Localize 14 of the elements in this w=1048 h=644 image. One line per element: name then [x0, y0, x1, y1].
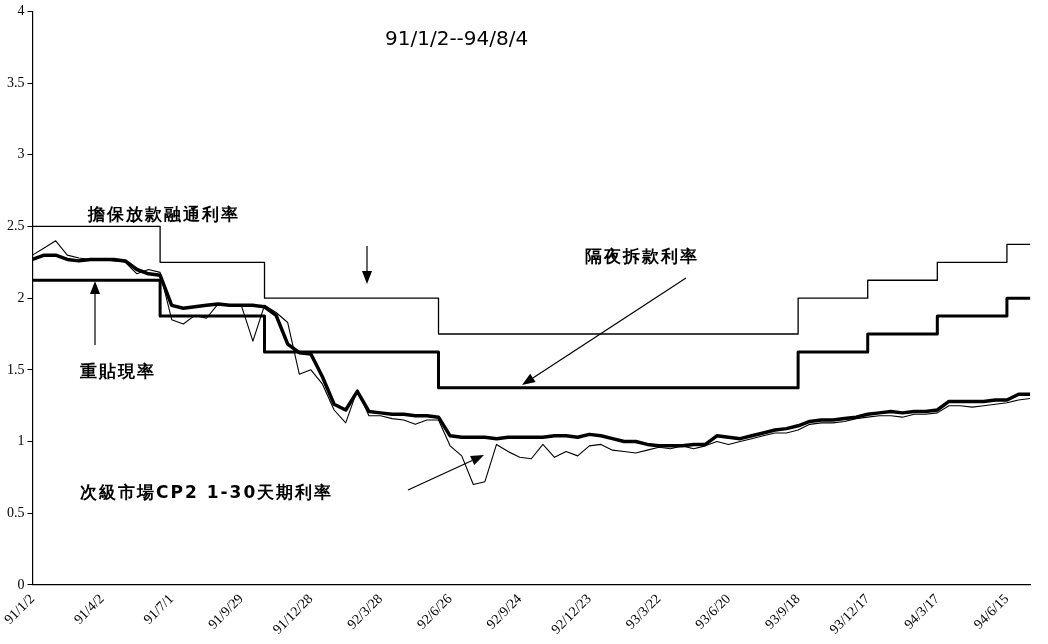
y-tick-label: 4 [17, 3, 25, 19]
y-tick-label: 0 [17, 576, 25, 592]
text: 91/1/2--94/8/4 [385, 26, 529, 50]
y-tick-label: 3 [17, 146, 25, 162]
y-tick-label: 0.5 [7, 504, 25, 520]
y-tick-label: 1.5 [7, 361, 25, 377]
y-tick-label: 2 [17, 289, 25, 305]
series-label: 擔保放款融通利率 [88, 203, 240, 226]
y-tick-label: 3.5 [7, 74, 25, 90]
y-tick-label: 2.5 [7, 218, 25, 234]
y-tick-label: 1 [17, 433, 25, 449]
annotation: 次級市場CP2 1-30天期利率 [80, 481, 334, 504]
annotation: 隔夜拆款利率 [585, 245, 699, 268]
text: 重貼現率 [80, 360, 156, 383]
